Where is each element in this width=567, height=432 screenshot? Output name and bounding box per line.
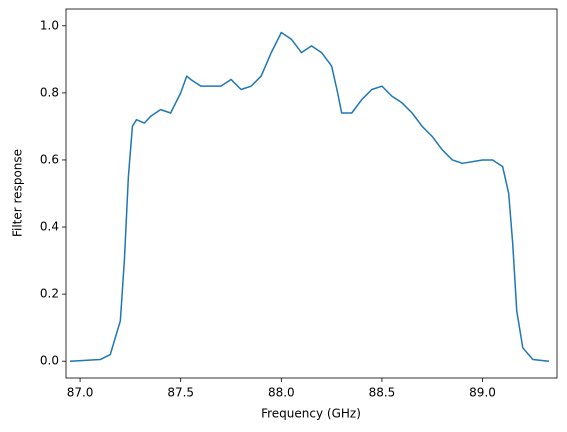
y-tick-label: 0.2	[40, 287, 59, 301]
x-tick-label: 88.5	[369, 386, 396, 400]
y-axis-label: Filter response	[11, 149, 25, 237]
x-tick-label: 87.0	[67, 386, 94, 400]
x-tick-label: 89.0	[469, 386, 496, 400]
x-tick-label: 88.0	[268, 386, 295, 400]
y-tick-label: 0.8	[40, 85, 59, 99]
y-tick-label: 0.4	[40, 220, 59, 234]
x-tick-label: 87.5	[167, 386, 194, 400]
y-tick-label: 0.0	[40, 354, 59, 368]
x-axis-label: Frequency (GHz)	[261, 407, 361, 421]
y-tick-label: 0.6	[40, 152, 59, 166]
y-tick-label: 1.0	[40, 18, 59, 32]
data-line	[69, 31, 550, 362]
plot-frame	[65, 8, 558, 379]
